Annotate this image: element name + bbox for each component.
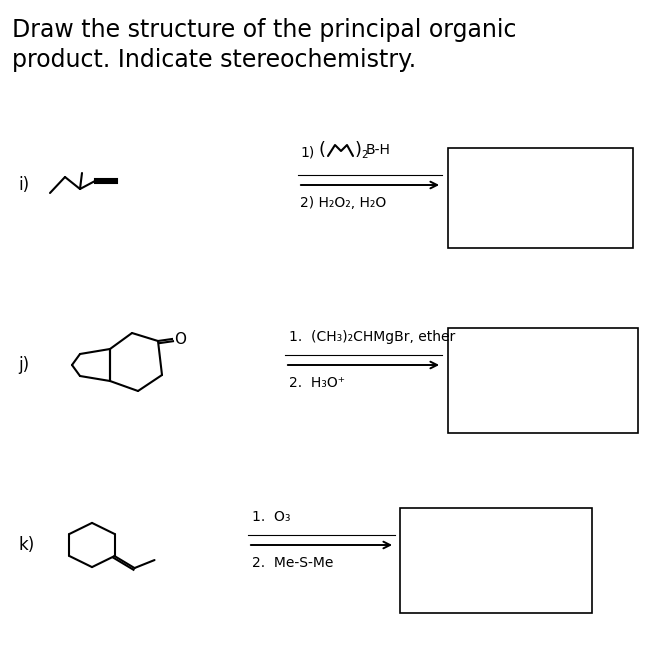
Text: Draw the structure of the principal organic: Draw the structure of the principal orga… bbox=[12, 18, 516, 42]
Text: 2: 2 bbox=[361, 150, 367, 160]
Text: j): j) bbox=[18, 356, 29, 374]
Text: 2.  Me-S-Me: 2. Me-S-Me bbox=[252, 556, 333, 570]
Bar bbox=[400, 508, 592, 613]
Text: (: ( bbox=[318, 141, 325, 159]
Text: 2.  H₃O⁺: 2. H₃O⁺ bbox=[289, 376, 345, 390]
Text: 1.  (CH₃)₂CHMgBr, ether: 1. (CH₃)₂CHMgBr, ether bbox=[289, 330, 455, 344]
Text: i): i) bbox=[18, 176, 29, 194]
Text: k): k) bbox=[18, 536, 34, 554]
Text: B-H: B-H bbox=[366, 143, 391, 157]
Text: 1): 1) bbox=[300, 145, 314, 159]
Bar bbox=[448, 148, 633, 248]
Text: O: O bbox=[174, 333, 186, 347]
Text: ): ) bbox=[355, 141, 362, 159]
Bar bbox=[448, 328, 638, 433]
Text: 1.  O₃: 1. O₃ bbox=[252, 510, 291, 524]
Text: 2) H₂O₂, H₂O: 2) H₂O₂, H₂O bbox=[300, 196, 386, 210]
Text: product. Indicate stereochemistry.: product. Indicate stereochemistry. bbox=[12, 48, 416, 72]
